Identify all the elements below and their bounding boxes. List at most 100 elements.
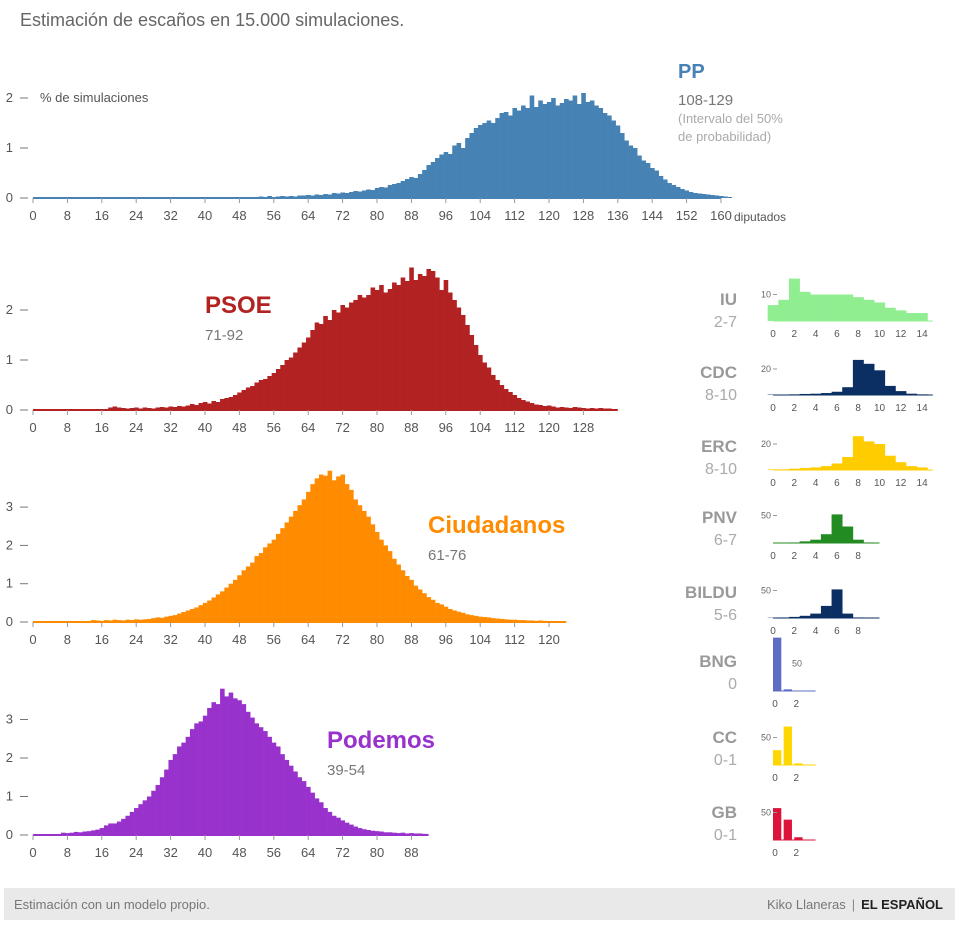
podemos-bar — [237, 700, 242, 835]
ciudadanos-bar — [503, 619, 509, 622]
ciudadanos-xtick-label: 96 — [439, 632, 453, 647]
psoe-bar — [344, 307, 350, 410]
podemos-bar — [379, 831, 384, 835]
iu-bar — [820, 294, 832, 321]
podemos-bar — [146, 796, 152, 835]
ciudadanos-bar — [379, 539, 384, 622]
psoe-xtick-label: 104 — [469, 420, 491, 435]
erc-party-label: ERC — [701, 437, 737, 456]
iu-bar — [842, 294, 854, 321]
pp-bar — [555, 105, 561, 198]
cdc-xtick-label: 10 — [874, 403, 886, 414]
pp-bar — [628, 145, 634, 198]
pp-bar — [482, 123, 487, 198]
pnv-xtick-label: 2 — [792, 551, 798, 562]
iu-xtick-label: 8 — [855, 329, 861, 340]
psoe-bar — [443, 280, 449, 410]
pp-xtick-label: 24 — [129, 208, 143, 223]
podemos-xtick-label: 56 — [267, 845, 281, 860]
bildu-bar — [810, 613, 822, 618]
psoe-xtick-label: 8 — [64, 420, 71, 435]
podemos-bar — [91, 830, 96, 835]
cdc-bar — [831, 391, 843, 395]
erc-bar — [788, 468, 800, 470]
psoe-bar — [164, 407, 169, 410]
pp-bar — [387, 185, 393, 198]
cc-xtick-label: 2 — [794, 773, 800, 784]
psoe-xtick-label: 16 — [95, 420, 109, 435]
ciudadanos-bar — [293, 510, 298, 622]
pp-bar — [637, 155, 642, 198]
cc-party-label: CC — [712, 728, 737, 747]
pp-bar — [607, 115, 612, 198]
pp-bar — [632, 148, 638, 198]
psoe-bar — [168, 406, 174, 410]
podemos-bar — [340, 820, 346, 835]
psoe-bar — [564, 407, 569, 410]
podemos-xtick-label: 72 — [335, 845, 349, 860]
cdc-bar — [895, 391, 907, 395]
psoe-party-label: PSOE — [205, 292, 272, 319]
ciudadanos-bar — [473, 615, 479, 622]
pp-xtick-label: 96 — [439, 208, 453, 223]
pnv-bar — [810, 539, 822, 543]
psoe-bar — [439, 290, 444, 410]
psoe-bar — [529, 403, 535, 410]
ciudadanos-xtick-label: 32 — [163, 632, 177, 647]
psoe-bar — [112, 406, 118, 410]
ciudadanos-bar — [482, 617, 487, 622]
psoe-bar — [310, 330, 315, 410]
pp-xlabel: diputados — [734, 210, 786, 224]
iu-bar — [767, 305, 779, 321]
podemos-bar — [155, 784, 161, 835]
cdc-bar — [820, 393, 832, 395]
ciudadanos-bar — [142, 619, 148, 622]
pp-bar — [456, 143, 462, 198]
psoe-bar — [512, 395, 518, 410]
ciudadanos-bar — [426, 597, 432, 622]
pnv-bar — [842, 526, 854, 543]
pp-bar — [542, 104, 548, 198]
psoe-bar — [542, 406, 548, 410]
erc-bar — [895, 462, 907, 470]
erc-xtick-label: 14 — [917, 478, 929, 489]
psoe-bar — [202, 402, 208, 410]
erc-bar — [831, 463, 843, 470]
cdc-ytick-label: 20 — [761, 364, 771, 374]
ciudadanos-bar — [374, 532, 380, 622]
ciudadanos-bar — [211, 597, 217, 622]
pp-bar — [572, 95, 578, 198]
erc-bar — [874, 444, 886, 470]
pp-bar — [645, 163, 651, 198]
pp-bar — [576, 104, 582, 198]
psoe-bar — [331, 310, 337, 410]
iu-xtick-label: 10 — [874, 329, 886, 340]
podemos-bar — [142, 800, 148, 835]
pp-bar — [671, 185, 677, 198]
ciudadanos-bar — [168, 615, 174, 622]
ciudadanos-xtick-label: 48 — [232, 632, 246, 647]
psoe-bar — [306, 337, 311, 410]
iu-bar — [852, 297, 864, 321]
pp-bar — [598, 108, 604, 198]
psoe-bar — [572, 407, 578, 410]
podemos-bar — [370, 830, 376, 835]
ciudadanos-bar — [194, 607, 199, 622]
pnv-xtick-label: 4 — [813, 551, 819, 562]
podemos-bar — [60, 832, 66, 835]
psoe-bar — [271, 373, 277, 410]
psoe-bar — [258, 380, 264, 410]
iu-bar — [895, 310, 907, 321]
pp-bar — [413, 178, 419, 198]
ciudadanos-bar — [224, 587, 229, 622]
podemos-bar — [211, 702, 217, 835]
erc-bar — [810, 467, 822, 470]
pp-bar — [658, 176, 664, 198]
pp-bar — [705, 194, 711, 198]
pp-bar — [353, 191, 358, 198]
pnv-range-label: 6-7 — [714, 532, 737, 549]
podemos-ytick-label: 3 — [6, 712, 13, 727]
pp-xtick-label: 16 — [95, 208, 109, 223]
pp-xtick-label: 128 — [573, 208, 595, 223]
